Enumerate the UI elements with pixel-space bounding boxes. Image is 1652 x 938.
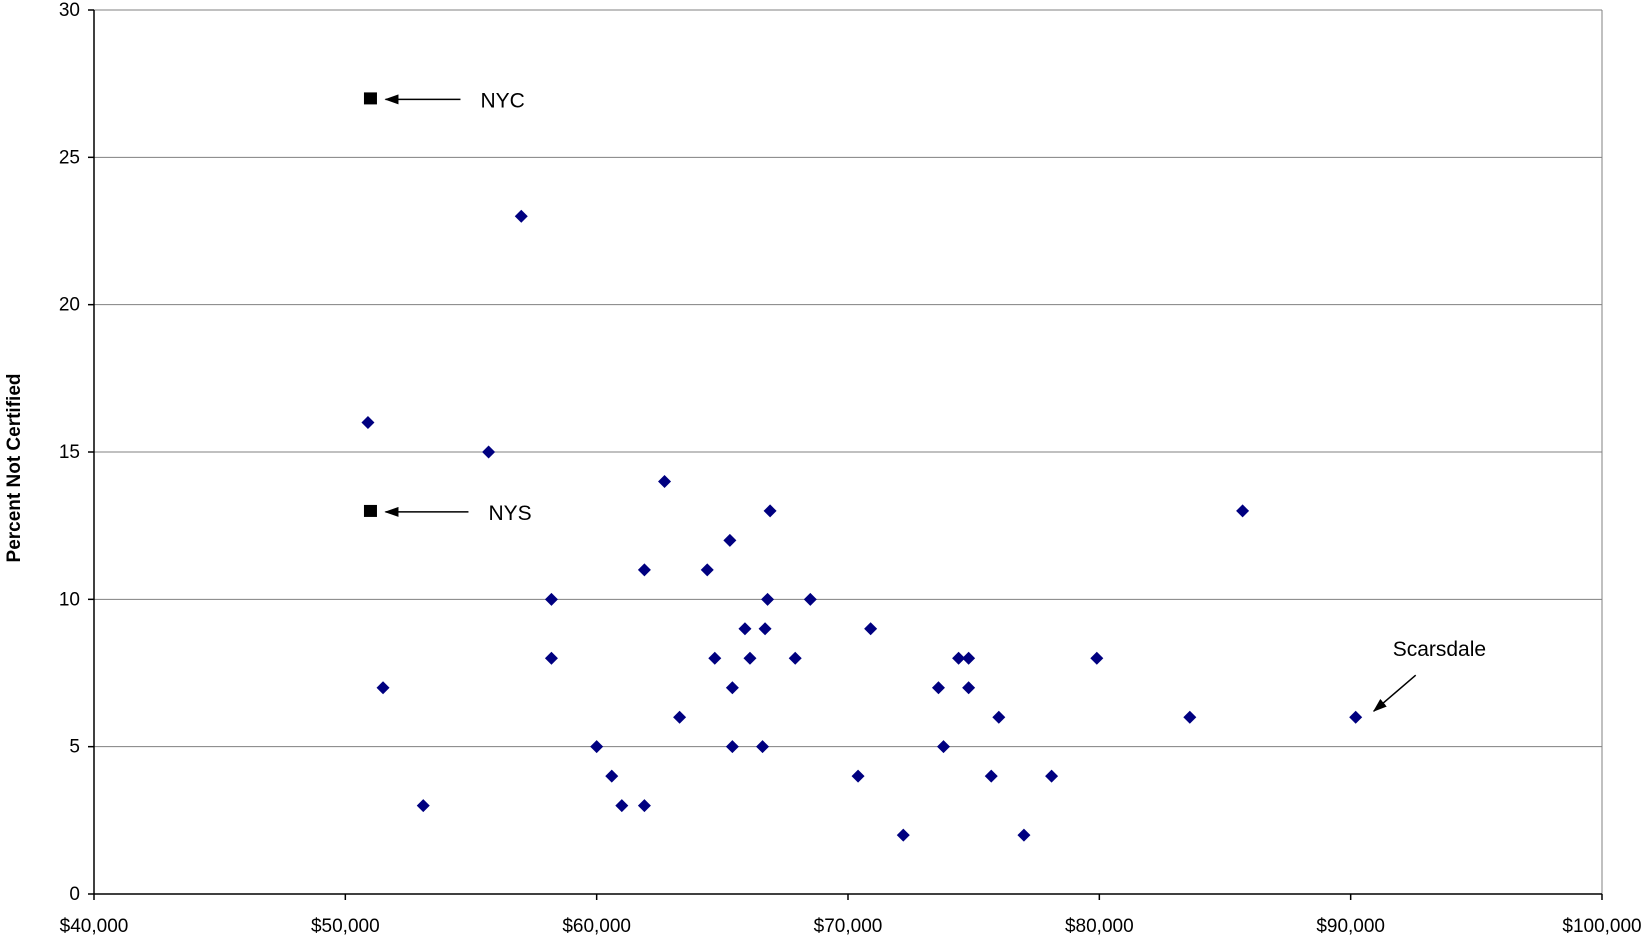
data-point [803,592,817,606]
data-point [514,209,528,223]
data-point [864,622,878,636]
y-tick-label: 5 [69,737,80,758]
data-point [637,563,651,577]
data-point [931,681,945,695]
tick-labels: 0 5 10 15 20 25 30 $40,000 $50,000 $60,000 $70,000… [59,0,1642,937]
data-point [482,445,496,459]
x-tick-label: $80,000 [1065,916,1134,937]
data-point-highlight [363,504,377,517]
data-point [992,710,1006,724]
y-tick-label: 25 [59,147,80,168]
data-point [1349,710,1363,724]
axes [88,9,1603,900]
x-tick-label: $100,000 [1562,916,1641,937]
data-point [788,651,802,665]
data-point [725,681,739,695]
data-point [851,769,865,783]
data-point [590,740,604,754]
data-point [637,799,651,813]
annotation-label: Scarsdale [1393,638,1486,661]
data-point [761,592,775,606]
y-tick-label: 15 [59,442,80,463]
data-point [376,681,390,695]
data-point [673,710,687,724]
data-point [937,740,951,754]
data-point [952,651,966,665]
data-point [758,622,772,636]
data-point [1090,651,1104,665]
data-point [544,651,558,665]
data-point [984,769,998,783]
x-tick-label: $50,000 [311,916,380,937]
data-point [544,592,558,606]
data-point [763,504,777,518]
y-tick-label: 0 [69,884,80,905]
data-point [1045,769,1059,783]
data-point [361,416,375,430]
annotation-label: NYS [488,502,531,525]
y-tick-label: 10 [59,589,80,610]
annotation-label: NYC [480,89,524,112]
x-tick-label: $70,000 [814,916,883,937]
y-axis-title: Percent Not Certified [4,374,25,563]
data-point [756,740,770,754]
x-tick-label: $90,000 [1316,916,1385,937]
data-point [1183,710,1197,724]
data-point [708,651,722,665]
data-point [962,681,976,695]
data-point [700,563,714,577]
annotation-arrow [1372,674,1417,712]
data-point [605,769,619,783]
data-point [416,799,430,813]
x-tick-label: $40,000 [60,916,129,937]
y-tick-label: 30 [59,0,80,21]
data-point [962,651,976,665]
data-point [615,799,629,813]
data-point [896,828,910,842]
data-points [361,92,1363,842]
gridlines [94,9,1602,748]
annotations: NYC NYS Scarsdale [384,89,1486,712]
y-tick-label: 20 [59,295,80,316]
data-point [1236,504,1250,518]
data-point [658,474,672,488]
data-point [1017,828,1031,842]
data-point [738,622,752,636]
x-tick-label: $60,000 [562,916,631,937]
data-point-highlight [363,92,377,105]
data-point [743,651,757,665]
data-point [725,740,739,754]
data-point [723,533,737,547]
